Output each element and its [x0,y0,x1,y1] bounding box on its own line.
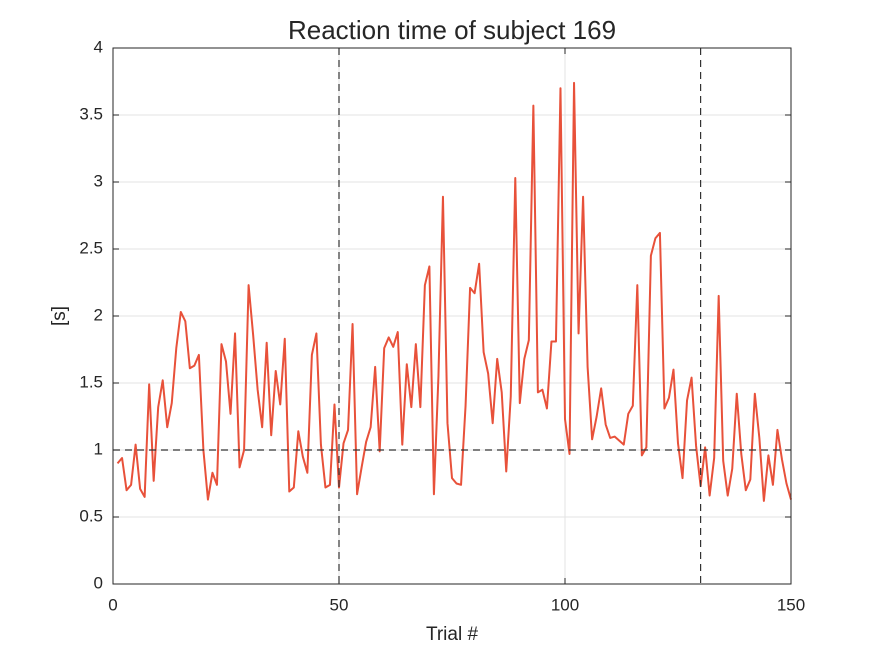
y-tick-label: 3.5 [79,104,103,123]
x-tick-label: 50 [330,595,349,614]
data-line [116,81,792,502]
x-tick-label: 100 [551,595,579,614]
y-tick-label: 3 [94,171,103,190]
y-tick-label: 1.5 [79,372,103,391]
x-tick-label: 0 [108,595,117,614]
axes-box [112,47,792,585]
y-tick-label: 2 [94,305,103,324]
x-axis-label: Trial # [426,624,479,645]
y-tick-label: 0 [94,573,103,592]
y-axis-label: [s] [49,306,70,326]
y-tick-label: 0.5 [79,506,103,525]
chart-title: Reaction time of subject 169 [288,15,616,45]
y-tick-label: 4 [94,37,103,56]
x-tick-label: 150 [777,595,805,614]
y-tick-label: 2.5 [79,238,103,257]
y-tick-label: 1 [94,439,103,458]
